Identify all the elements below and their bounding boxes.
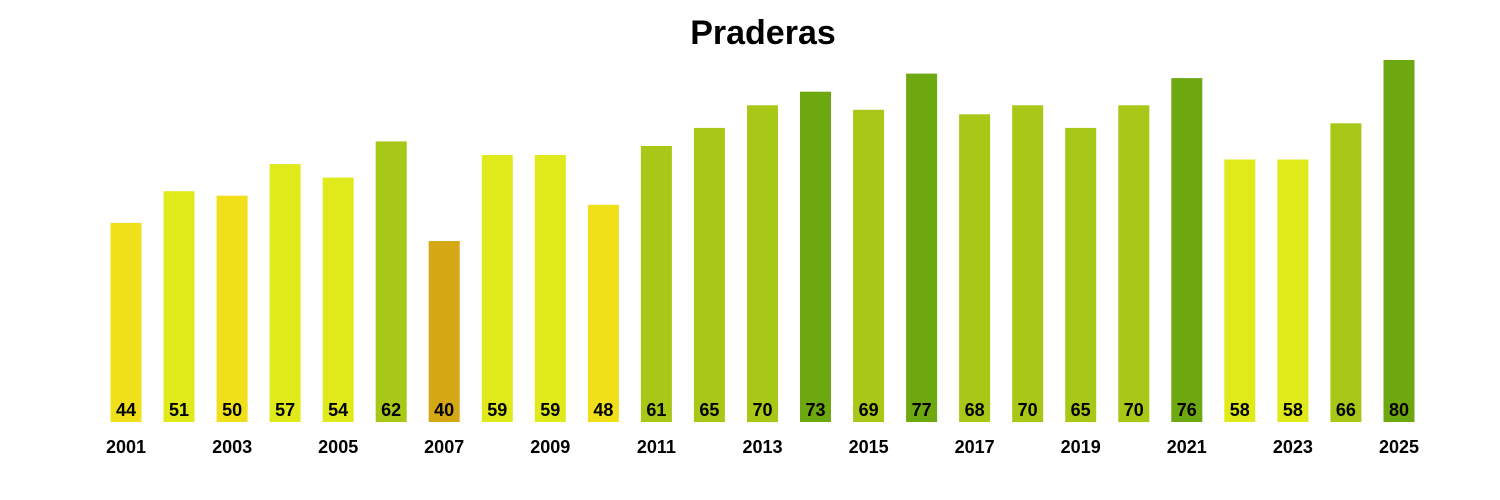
x-tick-label-2021: 2021 (1167, 437, 1207, 457)
x-tick-label-2003: 2003 (212, 437, 252, 457)
bar-value-label-2010: 48 (593, 400, 613, 420)
bars-group (110, 60, 1415, 423)
bar-2006 (375, 141, 407, 422)
bar-2015 (853, 109, 885, 423)
bar-2022 (1224, 159, 1256, 422)
bar-value-label-2009: 59 (540, 400, 560, 420)
bar-2007 (428, 241, 460, 422)
bar-2017 (959, 114, 991, 423)
bar-value-label-2002: 51 (169, 400, 189, 420)
x-tick-label-2019: 2019 (1061, 437, 1101, 457)
bar-2018 (1012, 105, 1044, 423)
bar-value-label-2021: 76 (1177, 400, 1197, 420)
bar-value-label-2008: 59 (487, 400, 507, 420)
bar-2011 (640, 146, 672, 422)
bar-value-label-2003: 50 (222, 400, 242, 420)
x-tick-label-2009: 2009 (530, 437, 570, 457)
bar-2019 (1065, 127, 1097, 423)
bar-value-label-2014: 73 (805, 400, 825, 420)
bar-value-label-2019: 65 (1071, 400, 1091, 420)
bar-value-label-2011: 61 (646, 400, 666, 420)
value-labels-group: 44 51 50 57 54 62 40 59 59 48 61 65 70 73 69 77 68 70 65 70… (116, 400, 1409, 420)
bar-2013 (747, 105, 778, 423)
chart-title: Praderas (690, 14, 836, 52)
bar-2024 (1330, 123, 1362, 423)
x-tick-label-2025: 2025 (1379, 437, 1419, 457)
bar-value-label-2007: 40 (434, 400, 454, 420)
x-axis-ticks: 2001 2003 2005 2007 2009 2011 2013 2015 2017 2019… (106, 437, 1419, 457)
bar-value-label-2018: 70 (1018, 400, 1038, 420)
bar-value-label-2001: 44 (116, 400, 136, 420)
bar-value-label-2016: 77 (912, 400, 932, 420)
x-tick-label-2005: 2005 (318, 437, 358, 457)
bar-value-label-2015: 69 (859, 400, 879, 420)
bar-2008 (481, 155, 513, 422)
bar-value-label-2012: 65 (699, 400, 719, 420)
bar-2009 (534, 155, 566, 422)
bar-2004 (269, 164, 301, 422)
bar-value-label-2025: 80 (1389, 400, 1409, 420)
bar-2001 (110, 222, 142, 422)
bar-2002 (163, 191, 195, 422)
x-tick-label-2015: 2015 (849, 437, 889, 457)
bar-2023 (1277, 159, 1309, 422)
bar-value-label-2013: 70 (752, 400, 772, 420)
x-tick-label-2023: 2023 (1273, 437, 1313, 457)
bar-2005 (322, 177, 354, 422)
bar-2025 (1383, 60, 1415, 422)
x-tick-label-2007: 2007 (424, 437, 464, 457)
bar-value-label-2022: 58 (1230, 400, 1250, 420)
bar-2014 (800, 91, 831, 422)
bar-value-label-2005: 54 (328, 400, 348, 420)
bar-2021 (1171, 78, 1203, 422)
bar-2010 (587, 204, 619, 422)
bar-2012 (693, 127, 725, 423)
bar-value-label-2006: 62 (381, 400, 401, 420)
x-tick-label-2011: 2011 (637, 437, 676, 457)
bar-value-label-2020: 70 (1124, 400, 1144, 420)
bar-value-label-2023: 58 (1283, 400, 1303, 420)
bar-value-label-2024: 66 (1336, 400, 1356, 420)
x-tick-label-2001: 2001 (106, 437, 146, 457)
bar-2016 (906, 73, 938, 422)
bar-value-label-2004: 57 (275, 400, 295, 420)
x-tick-label-2017: 2017 (955, 437, 995, 457)
bar-2003 (216, 195, 248, 422)
bar-value-label-2017: 68 (965, 400, 985, 420)
x-tick-label-2013: 2013 (742, 437, 782, 457)
bar-2020 (1118, 105, 1150, 423)
